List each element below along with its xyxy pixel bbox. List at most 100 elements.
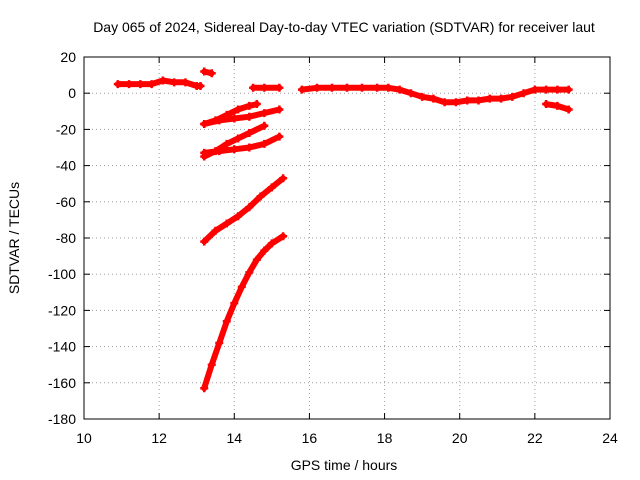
data-point xyxy=(564,85,573,94)
data-points xyxy=(113,67,573,393)
y-axis-ticks: 20 0 -20 -40 -60 -80 -100 -120 -140 -160 -180 xyxy=(48,49,610,427)
data-point xyxy=(275,105,284,114)
data-point xyxy=(451,98,460,107)
data-track-line xyxy=(201,233,287,392)
data-point xyxy=(200,237,209,246)
data-point xyxy=(497,94,506,103)
data-point xyxy=(245,129,254,138)
data-point xyxy=(256,192,265,201)
data-point xyxy=(275,83,284,92)
data-point xyxy=(327,83,336,92)
data-point xyxy=(279,174,288,183)
data-point xyxy=(230,114,239,123)
y-tick-label: 0 xyxy=(68,85,76,101)
x-tick-label: 12 xyxy=(151,430,167,446)
data-point xyxy=(147,80,156,89)
data-point xyxy=(260,121,269,130)
data-point xyxy=(542,85,551,94)
data-point xyxy=(200,67,209,76)
data-point xyxy=(234,212,243,221)
data-point xyxy=(358,83,367,92)
data-point xyxy=(564,105,573,114)
data-point xyxy=(196,81,205,90)
data-point xyxy=(260,109,269,118)
x-tick-label: 10 xyxy=(76,430,92,446)
data-track-11 xyxy=(200,232,288,393)
x-axis-ticks: 10 12 14 16 18 20 22 24 xyxy=(76,57,618,446)
data-point xyxy=(252,255,261,264)
data-point xyxy=(200,384,209,393)
data-point xyxy=(215,147,224,156)
y-tick-label: -100 xyxy=(48,266,76,282)
y-tick-label: -80 xyxy=(56,230,76,246)
data-point xyxy=(463,96,472,105)
data-point xyxy=(429,94,438,103)
data-point xyxy=(215,116,224,125)
data-point xyxy=(542,100,551,109)
data-point xyxy=(222,139,231,148)
data-point xyxy=(343,83,351,92)
y-tick-label: -180 xyxy=(48,411,76,427)
data-point xyxy=(519,89,528,98)
data-point xyxy=(485,94,494,103)
data-point xyxy=(245,203,254,212)
data-point xyxy=(508,92,517,101)
data-point xyxy=(200,148,209,157)
data-point xyxy=(230,299,239,308)
data-point xyxy=(136,80,145,89)
x-tick-label: 18 xyxy=(377,430,393,446)
data-track-4 xyxy=(297,83,573,107)
chart-title: Day 065 of 2024, Sidereal Day-to-day VTE… xyxy=(93,19,595,35)
data-point xyxy=(170,78,179,87)
data-point xyxy=(234,134,243,143)
data-track-2 xyxy=(200,67,216,78)
data-point xyxy=(260,246,269,255)
data-point xyxy=(474,96,483,105)
y-axis-label: SDTVAR / TECUs xyxy=(6,182,22,294)
data-point xyxy=(249,83,258,92)
x-tick-label: 24 xyxy=(602,430,618,446)
data-point xyxy=(245,112,254,121)
grid-lines xyxy=(84,57,610,419)
data-point xyxy=(230,145,239,154)
data-point xyxy=(279,232,288,241)
data-point xyxy=(181,78,190,87)
data-point xyxy=(245,268,254,277)
y-tick-label: -40 xyxy=(56,158,76,174)
data-point xyxy=(222,219,231,228)
data-track-line xyxy=(298,84,572,106)
data-point xyxy=(530,85,539,94)
data-point xyxy=(234,105,243,114)
data-point xyxy=(245,143,254,152)
data-point xyxy=(418,92,427,101)
data-point xyxy=(406,89,415,98)
data-point xyxy=(207,69,216,78)
x-axis-label: GPS time / hours xyxy=(291,457,398,473)
data-point xyxy=(267,183,276,192)
data-point xyxy=(211,226,220,235)
data-track-10 xyxy=(200,174,288,246)
data-point xyxy=(297,85,306,94)
data-point xyxy=(200,119,209,128)
x-tick-label: 22 xyxy=(527,430,543,446)
data-point xyxy=(207,360,216,369)
data-point xyxy=(373,83,382,92)
x-tick-label: 16 xyxy=(302,430,318,446)
data-point xyxy=(384,83,393,92)
data-point xyxy=(260,83,269,92)
data-track-7 xyxy=(200,105,284,128)
data-point xyxy=(113,80,122,89)
x-tick-label: 20 xyxy=(452,430,468,446)
y-tick-label: -140 xyxy=(48,339,76,355)
data-point xyxy=(245,101,254,110)
y-tick-label: 20 xyxy=(60,49,76,65)
y-tick-label: -20 xyxy=(56,121,76,137)
data-point xyxy=(215,338,224,347)
data-track-1 xyxy=(113,76,205,90)
data-track-9 xyxy=(200,132,284,157)
data-point xyxy=(395,85,404,94)
plot-frame xyxy=(83,56,611,420)
data-point xyxy=(267,239,276,248)
data-point xyxy=(553,85,562,94)
